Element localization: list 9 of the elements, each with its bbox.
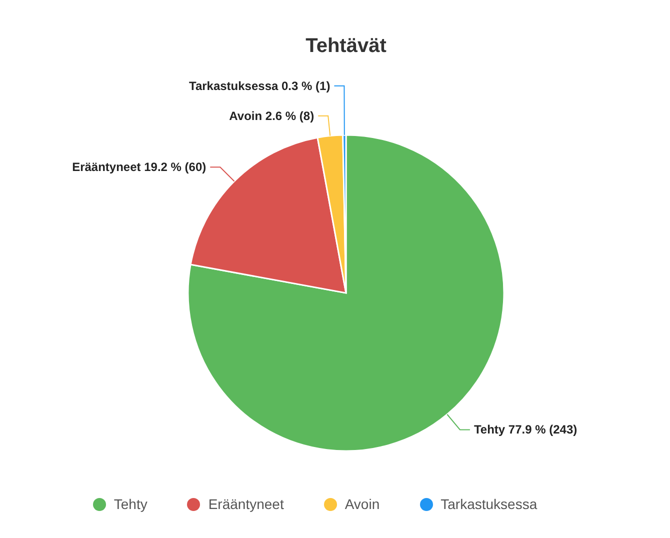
- chart-title: Tehtävät: [306, 35, 387, 57]
- legend-label: Tarkastuksessa: [440, 496, 538, 512]
- data-label: Erääntyneet 19.2 % (60): [72, 160, 206, 174]
- data-label: Tehty 77.9 % (243): [474, 422, 578, 437]
- data-label: Avoin 2.6 % (8): [229, 108, 314, 123]
- legend-label: Tehty: [114, 496, 148, 512]
- data-label: Tarkastuksessa 0.3 % (1): [189, 78, 330, 93]
- legend-label: Avoin: [344, 496, 380, 512]
- legend-label: Erääntyneet: [208, 496, 284, 512]
